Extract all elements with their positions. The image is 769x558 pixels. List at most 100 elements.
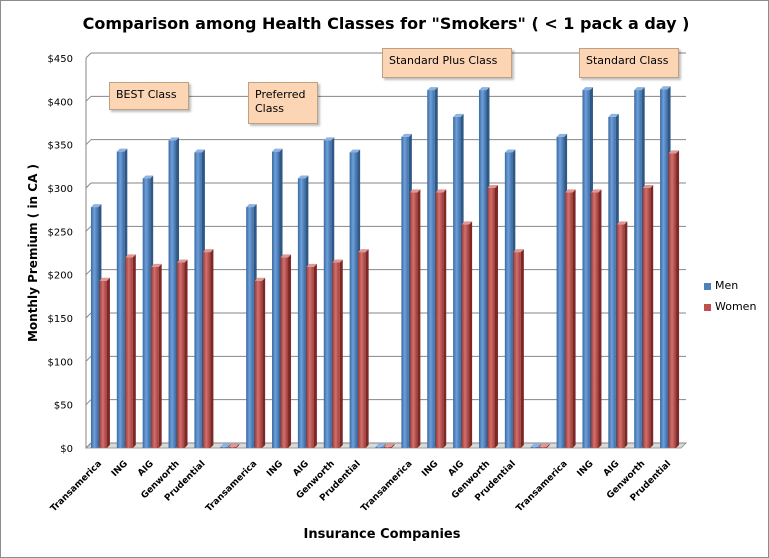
bar-top-women	[280, 254, 292, 258]
bar-men	[297, 178, 306, 448]
x-tick-label: ING	[110, 459, 130, 479]
annotation-preferred-class: Preferred Class	[248, 82, 318, 124]
bar-top-men	[168, 137, 180, 141]
bar-top-women	[616, 221, 628, 225]
bar-side-women	[184, 259, 188, 448]
bar-top-women	[487, 185, 498, 188]
bar-top-women	[668, 150, 680, 154]
bar-men	[401, 136, 409, 448]
bar-side-men	[227, 443, 231, 448]
bar-side-women	[443, 189, 447, 449]
bar-women	[461, 224, 470, 448]
y-tick-label: $200	[48, 271, 73, 282]
gridline-diag	[85, 225, 92, 232]
bar-side-men	[538, 443, 542, 448]
legend-label-women: Women	[715, 300, 757, 313]
bar-men	[323, 140, 332, 449]
bar-top-women	[202, 249, 214, 253]
bar-women	[384, 446, 392, 448]
bar-top-women	[642, 185, 654, 188]
y-tick-label: $300	[48, 184, 73, 195]
legend-swatch-men	[704, 283, 711, 290]
bar-men	[349, 152, 358, 448]
gridline-diag	[85, 52, 92, 59]
gridline-diag	[85, 182, 92, 189]
bar-side-women	[391, 443, 395, 448]
bar-side-women	[676, 150, 680, 449]
bar-top-women	[358, 249, 369, 253]
bar-top-women	[125, 254, 136, 258]
bar-women	[202, 252, 211, 448]
y-tick-label: $50	[54, 401, 73, 412]
bar-top-women	[177, 259, 188, 263]
bar-women	[99, 280, 107, 448]
gridline-diag	[85, 312, 92, 319]
bar-top-men	[634, 87, 645, 91]
gridline-diag	[85, 139, 92, 146]
bar-women	[306, 266, 314, 448]
bar-side-women	[417, 189, 421, 449]
bar-men	[194, 152, 202, 448]
bar-top-women	[539, 443, 550, 447]
y-tick-label: $100	[48, 357, 73, 368]
y-axis-label: Monthly Premium ( in CA )	[26, 164, 40, 342]
bar-women	[177, 262, 185, 448]
bar-men	[116, 151, 125, 448]
bar-women	[409, 192, 418, 448]
bar-men	[246, 207, 254, 448]
bar-side-women	[546, 443, 550, 448]
bar-top-men	[478, 87, 490, 91]
annotation-standard-class: Standard Class	[579, 48, 679, 78]
bar-men	[220, 446, 228, 448]
x-tick-label: AIG	[447, 459, 467, 479]
bar-top-men	[297, 175, 309, 179]
bar-top-women	[306, 263, 317, 267]
bar-women	[358, 252, 366, 448]
bar-men	[530, 446, 539, 448]
bar-top-women	[565, 189, 576, 193]
bar-side-women	[339, 259, 343, 448]
bar-men	[90, 207, 99, 448]
bar-men	[634, 90, 642, 449]
bar-men	[504, 152, 513, 448]
bar-top-men	[194, 149, 205, 153]
bar-side-women	[236, 443, 240, 448]
bar-men	[142, 178, 151, 448]
bar-top-men	[375, 443, 386, 447]
bar-top-men	[116, 148, 128, 152]
bar-top-men	[220, 443, 231, 447]
bar-women	[513, 252, 521, 448]
gridline-diag	[85, 399, 92, 406]
bar-women	[435, 192, 444, 448]
x-tick-label: Transamerica	[204, 459, 259, 514]
bar-men	[660, 89, 668, 448]
x-tick-label: Transamerica	[359, 459, 414, 514]
y-tick-label: $0	[60, 444, 73, 455]
bar-top-women	[99, 277, 110, 281]
x-tick-label: Transamerica	[515, 459, 570, 514]
bar-top-women	[384, 443, 395, 447]
x-tick-label: AIG	[602, 459, 622, 479]
bar-men	[375, 446, 383, 448]
bar-top-women	[228, 443, 240, 447]
bar-top-men	[246, 204, 257, 208]
bar-top-men	[272, 148, 283, 152]
bar-top-men	[660, 86, 671, 90]
bar-women	[151, 266, 159, 448]
bar-side-women	[520, 249, 524, 448]
bar-women	[280, 257, 289, 448]
bar-top-men	[530, 443, 542, 447]
gridline-diag	[85, 269, 92, 276]
annotation-best-class: BEST Class	[109, 82, 189, 110]
x-tick-label: AIG	[136, 459, 156, 479]
legend-label-men: Men	[715, 279, 739, 292]
bar-top-men	[90, 204, 102, 208]
x-tick-label: ING	[420, 459, 440, 479]
bar-side-women	[494, 185, 498, 448]
bar-top-women	[513, 249, 524, 253]
bar-side-women	[650, 185, 654, 448]
bar-women	[487, 188, 495, 448]
x-tick-label: ING	[576, 459, 596, 479]
